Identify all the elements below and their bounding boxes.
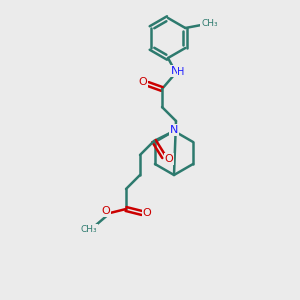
Text: H: H: [177, 67, 185, 77]
Text: CH₃: CH₃: [201, 20, 217, 28]
Text: N: N: [170, 125, 178, 135]
Text: O: O: [102, 206, 110, 216]
Text: O: O: [165, 154, 173, 164]
Text: O: O: [142, 208, 152, 218]
Text: O: O: [139, 77, 147, 87]
Text: CH₃: CH₃: [81, 224, 97, 233]
Text: N: N: [171, 66, 179, 76]
